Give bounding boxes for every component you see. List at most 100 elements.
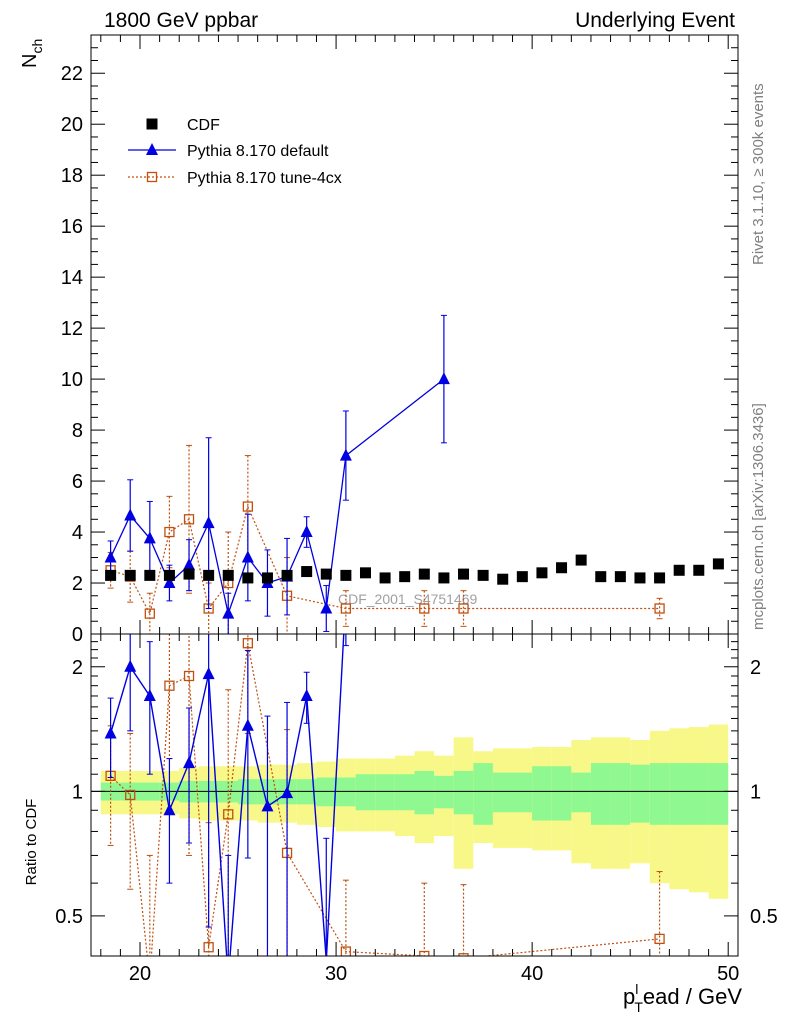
band-inner — [630, 764, 650, 823]
y-tick-label: 6 — [72, 471, 83, 493]
band-inner — [434, 775, 454, 809]
default-ratio-point — [261, 799, 274, 812]
tune4cx-ratio-point — [125, 789, 136, 801]
x-tick-label: 50 — [717, 963, 739, 985]
cdf-point — [340, 569, 352, 581]
legend: CDF Pythia 8.170 default Pythia 8.170 tune… — [128, 117, 342, 187]
x-axis-label: pl Tead / GeV — [623, 981, 742, 1015]
ratio-bands — [91, 724, 738, 899]
default-point — [202, 516, 215, 529]
tune4cx-ratio-point — [223, 809, 234, 820]
y-tick-label: 22 — [61, 63, 83, 85]
default-point — [143, 531, 156, 544]
band-inner — [473, 763, 493, 825]
tune4cx-point — [242, 501, 253, 512]
ratio-y-tick-label: 2 — [72, 657, 83, 679]
cdf-point — [379, 572, 391, 584]
cdf-point — [536, 567, 548, 579]
tune4cx-ratio-point — [164, 680, 175, 691]
cdf-point — [359, 567, 371, 579]
legend-label: Pythia 8.170 default — [187, 143, 329, 160]
cdf-point — [320, 568, 332, 580]
band-inner — [394, 774, 415, 811]
main-ylabel: Nch — [19, 39, 45, 68]
tune4cx-point — [458, 603, 469, 614]
cdf-point — [712, 558, 724, 570]
ratio-series — [104, 634, 665, 956]
default-point — [300, 525, 313, 538]
cdf-point — [399, 571, 411, 583]
main-ylabel-sub: ch — [29, 39, 45, 54]
y-tick-label: 10 — [61, 369, 83, 391]
band-inner — [571, 772, 591, 813]
header-left: 1800 GeV ppbar — [104, 9, 258, 32]
tune4cx-ratio-point — [654, 933, 665, 945]
default-point — [222, 606, 235, 619]
cdf-point — [301, 566, 313, 578]
cdf-point — [183, 568, 195, 580]
band-inner — [532, 766, 552, 821]
mcplots-label: mcplots.cern.ch [arXiv:1306.3436] — [750, 403, 767, 630]
tune4cx-ratio-point — [458, 953, 469, 956]
y-tick-label: 16 — [61, 216, 83, 238]
cdf-point — [203, 569, 215, 581]
band-inner — [316, 777, 337, 807]
cdf-point — [477, 569, 489, 581]
default-ratio-point — [104, 726, 117, 739]
cdf-point — [634, 572, 646, 584]
default-line — [110, 378, 445, 616]
cdf-point — [281, 569, 293, 581]
legend-cdf-marker — [146, 118, 158, 130]
default-ratio-point — [163, 803, 176, 816]
cdf-point — [144, 569, 156, 581]
rivet-label: Rivet 3.1.10, ≥ 300k events — [750, 83, 767, 265]
cdf-point — [458, 568, 470, 580]
cdf-point — [105, 569, 117, 581]
y-tick-label: 14 — [61, 267, 83, 289]
y-tick-label: 0 — [72, 624, 83, 646]
cdf-point — [673, 564, 685, 576]
tune4cx-point — [144, 608, 155, 619]
ratio-y-tick-label: 1 — [72, 781, 83, 803]
band-inner — [551, 766, 572, 821]
band-inner — [492, 772, 513, 813]
band-inner — [414, 770, 435, 815]
cdf-point — [418, 568, 430, 580]
cdf-point — [556, 562, 568, 574]
cdf-point — [575, 554, 587, 566]
y-tick-label: 8 — [72, 420, 83, 442]
cdf-point — [438, 572, 450, 584]
cdf-point — [497, 573, 509, 585]
y-tick-label: 2 — [72, 573, 83, 595]
band-inner — [355, 774, 376, 811]
default-point — [124, 508, 137, 521]
ratio-y-tick-label-right: 2 — [750, 657, 761, 679]
tune4cx-point — [419, 603, 430, 614]
x-axis-label-sup: l — [635, 981, 638, 997]
band-inner — [610, 763, 631, 825]
tune4cx-ratio-point — [242, 638, 253, 649]
ratio-y-tick-label-right: 0.5 — [750, 906, 778, 928]
tune4cx-point — [340, 603, 352, 614]
band-inner — [512, 772, 533, 813]
cdf-point — [595, 571, 607, 583]
default-point — [104, 550, 117, 563]
default-point — [241, 550, 254, 563]
tune4cx-ratio-point — [183, 670, 195, 682]
tune4cx-point — [183, 514, 195, 525]
default-ratio-point — [325, 953, 328, 956]
band-inner — [649, 763, 670, 825]
cdf-point — [261, 572, 273, 584]
analysis-label: CDF_2001_S4751469 — [338, 591, 478, 607]
cdf-point — [222, 569, 234, 581]
header-right: Underlying Event — [575, 9, 735, 32]
default-ratio-point — [183, 756, 196, 769]
x-tick-label: 30 — [325, 963, 347, 985]
default-point — [320, 601, 333, 614]
legend-default-marker — [146, 143, 158, 155]
tune4cx-point — [164, 526, 175, 538]
y-tick-label: 4 — [72, 522, 83, 544]
default-ratio-point — [124, 659, 137, 672]
band-inner — [453, 770, 474, 815]
